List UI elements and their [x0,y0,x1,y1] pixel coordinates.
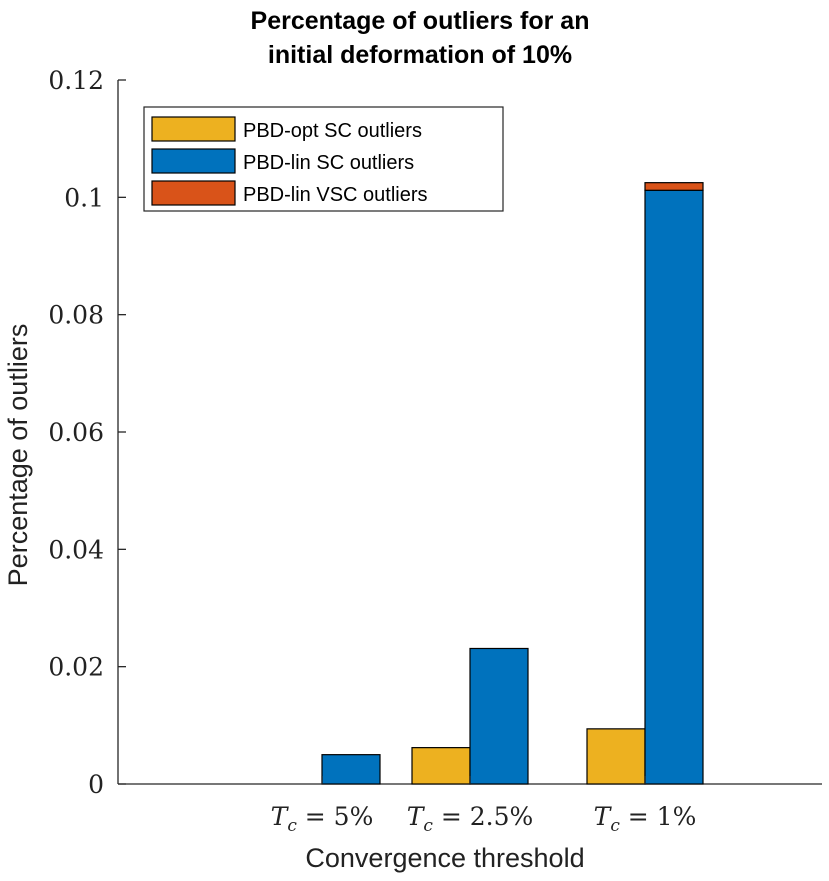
legend: PBD-opt SC outliers PBD-lin SC outliers PB… [143,106,504,212]
y-ticks: 0 0.02 0.04 0.06 0.08 0.1 0.12 [48,66,126,799]
y-tick-label: 0.12 [48,66,104,95]
bar-pbd-opt-sc [586,728,646,785]
y-axis-label: Percentage of outliers [3,324,33,587]
bar-pbd-lin-sc [321,754,381,785]
y-tick-label: 0.04 [48,535,104,564]
legend-label: PBD-lin VSC outliers [243,184,428,206]
bar-pbd-lin-sc [644,189,704,785]
bar-pbd-lin-sc [469,647,529,785]
x-axis-label: Convergence threshold [305,843,584,873]
bars [321,182,704,785]
x-tick-label: Tc = 1% [594,802,697,836]
y-tick-label: 0.1 [64,183,104,212]
y-tick-label: 0.08 [48,301,104,330]
bar-pbd-lin-vsc [644,182,704,191]
x-tick-label: Tc = 2.5% [407,802,534,836]
legend-swatch [151,148,236,174]
y-tick-label: 0 [88,770,104,799]
y-tick-label: 0.02 [48,653,104,682]
x-ticks: Tc = 5% Tc = 2.5% Tc = 1% [271,776,697,836]
y-tick-label: 0.06 [48,418,104,447]
legend-label: PBD-lin SC outliers [243,152,414,174]
x-tick-label: Tc = 5% [271,802,374,836]
legend-swatch [151,180,236,206]
legend-swatch [151,116,236,142]
legend-label: PBD-opt SC outliers [243,120,422,142]
chart-title-line-1: Percentage of outliers for an [251,7,590,35]
bar-pbd-opt-sc [411,747,471,785]
chart-title-line-2: initial deformation of 10% [268,41,572,69]
